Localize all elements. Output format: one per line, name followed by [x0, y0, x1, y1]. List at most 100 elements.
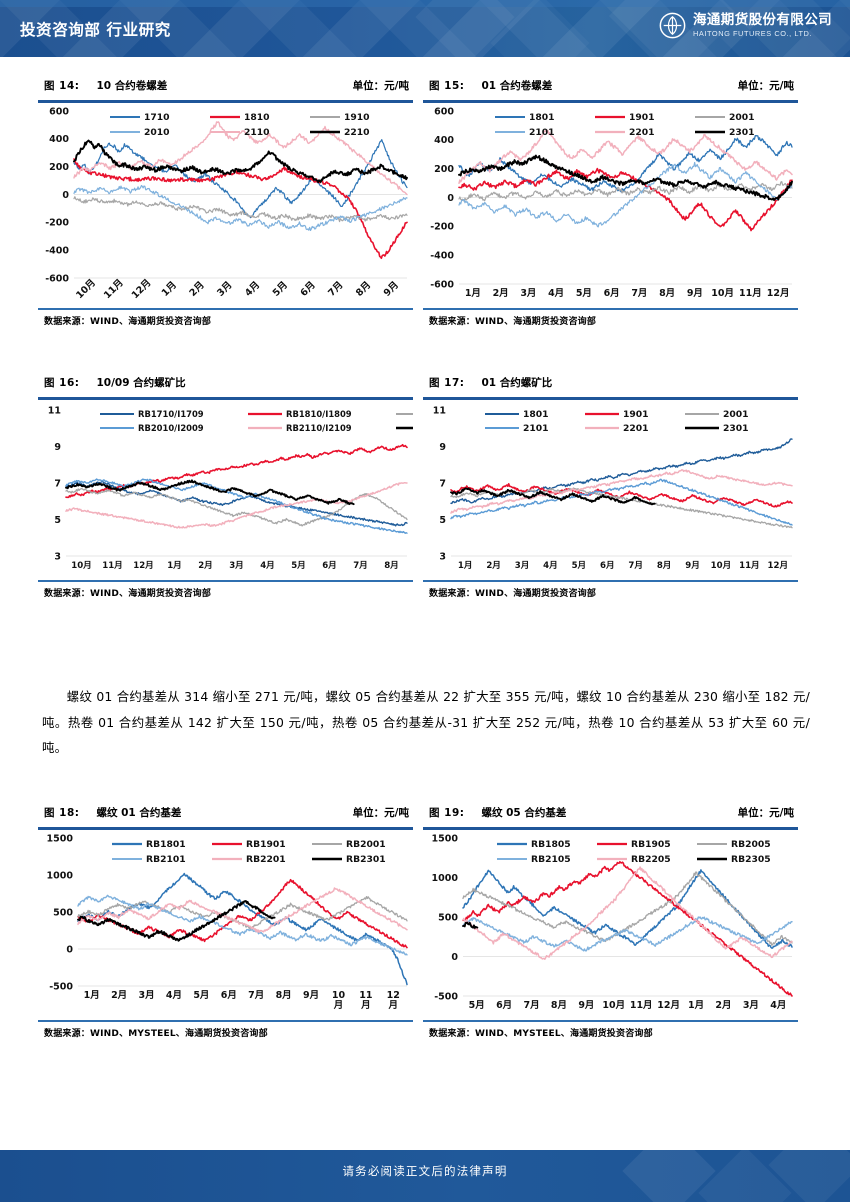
figure-unit: 单位：元/吨: [352, 807, 409, 819]
svg-text:2210: 2210: [344, 127, 370, 138]
svg-text:0: 0: [451, 951, 458, 962]
figure-16-header: 图 16: 10/09 合约螺矿比: [38, 375, 413, 395]
header-title: 投资咨询部 行业研究: [20, 21, 171, 39]
rule: [38, 397, 413, 400]
figure-unit: 单位：元/吨: [737, 807, 794, 819]
rule: [423, 827, 798, 830]
figure-15-chart: 600 400 200 0 -200 -400 -600 1月 2月 3月 4月 5月 6月 7月 8月 9月…: [423, 102, 798, 308]
svg-text:9月: 9月: [382, 279, 401, 298]
logo-text-en: HAITONG FUTURES CO., LTD.: [693, 29, 813, 39]
svg-text:12月: 12月: [657, 1000, 680, 1011]
svg-text:11: 11: [433, 405, 446, 416]
rule: [423, 397, 798, 400]
figure-19: 图 19: 螺纹 05 合约基差 单位：元/吨 1500 1000 500 0 -500…: [423, 805, 798, 1039]
svg-text:11: 11: [48, 405, 61, 416]
svg-text:4月: 4月: [243, 279, 262, 298]
svg-text:6月: 6月: [221, 990, 237, 1001]
figure-source: 数据来源：WIND、MYSTEEL、海通期货投资咨询部: [44, 1029, 268, 1039]
svg-text:3月: 3月: [520, 288, 536, 299]
figure-source: 数据来源：WIND、海通期货投资咨询部: [44, 317, 212, 327]
svg-text:2110: 2110: [244, 127, 270, 138]
svg-text:1500: 1500: [432, 833, 459, 844]
svg-text:6月: 6月: [299, 279, 318, 298]
svg-text:1801: 1801: [523, 409, 549, 420]
svg-text:500: 500: [438, 912, 458, 923]
svg-text:600: 600: [49, 106, 69, 117]
svg-text:-400: -400: [45, 245, 69, 256]
svg-text:-600: -600: [430, 279, 454, 290]
figure-17: 图 17: 01 合约螺矿比 11 9 7 5 3 1月 2月 3月 4月 5月 6月 7月 8月 9月 1…: [423, 375, 798, 599]
figure-source: 数据来源：WIND、海通期货投资咨询部: [44, 589, 212, 599]
svg-text:1月: 1月: [688, 1000, 704, 1011]
svg-text:10月: 10月: [74, 277, 98, 301]
svg-text:4月: 4月: [543, 560, 558, 571]
svg-text:2001: 2001: [723, 409, 749, 420]
svg-text:2月: 2月: [188, 279, 207, 298]
figure-title: 01 合约卷螺差: [481, 80, 553, 92]
svg-text:1710: 1710: [144, 112, 170, 123]
svg-text:3月: 3月: [229, 560, 244, 571]
svg-text:200: 200: [434, 164, 454, 175]
footer-disclaimer: 请务必阅读正文后的法律声明: [342, 1164, 508, 1178]
svg-text:3月: 3月: [515, 560, 530, 571]
svg-text:3月: 3月: [138, 990, 154, 1001]
svg-text:0: 0: [66, 944, 73, 955]
svg-text:11月: 11月: [630, 1000, 653, 1011]
svg-text:RB2005: RB2005: [731, 839, 771, 850]
svg-text:400: 400: [49, 134, 69, 145]
svg-text:0: 0: [447, 192, 454, 203]
company-logo: 海通期货股份有限公司 HAITONG FUTURES CO., LTD.: [659, 12, 832, 39]
svg-text:5: 5: [439, 514, 446, 525]
svg-text:1000: 1000: [432, 872, 459, 883]
svg-text:月: 月: [360, 1000, 371, 1011]
svg-text:8月: 8月: [551, 1000, 567, 1011]
figure-unit: 单位：元/吨: [352, 80, 409, 92]
svg-text:RB1801: RB1801: [146, 839, 186, 850]
svg-text:1500: 1500: [47, 833, 74, 844]
svg-text:9月: 9月: [578, 1000, 594, 1011]
figure-number: 图 14:: [44, 80, 80, 92]
figure-14-chart: 600 400 200 0 -200 -400 -600 10月 11月 12月 1月 2月 3月 4月 5…: [38, 102, 413, 308]
svg-text:-200: -200: [45, 217, 69, 228]
rule: [423, 100, 798, 103]
svg-text:2301: 2301: [729, 127, 755, 138]
svg-text:2月: 2月: [486, 560, 501, 571]
figure-15-header: 图 15: 01 合约卷螺差 单位：元/吨: [423, 78, 798, 98]
svg-text:5月: 5月: [469, 1000, 485, 1011]
svg-text:4月: 4月: [770, 1000, 786, 1011]
svg-text:8月: 8月: [659, 288, 675, 299]
svg-text:1月: 1月: [465, 288, 481, 299]
figure-title: 10/09 合约螺矿比: [96, 377, 186, 389]
figure-17-header: 图 17: 01 合约螺矿比: [423, 375, 798, 395]
svg-text:2010: 2010: [144, 127, 170, 138]
svg-text:12月: 12月: [768, 560, 789, 571]
figure-14-header: 图 14: 10 合约卷螺差 单位：元/吨: [38, 78, 413, 98]
svg-text:8月: 8月: [276, 990, 292, 1001]
figure-19-chart: 1500 1000 500 0 -500 5月 6月 7月 8月 9月 10月 11月 12月 1月 2月 3…: [423, 829, 798, 1020]
svg-text:RB2201: RB2201: [246, 854, 286, 865]
figure-number: 图 15:: [429, 80, 465, 92]
svg-text:-200: -200: [430, 221, 454, 232]
svg-text:7: 7: [439, 478, 446, 489]
svg-text:1000: 1000: [47, 870, 74, 881]
svg-text:9月: 9月: [687, 288, 703, 299]
svg-text:6月: 6月: [322, 560, 337, 571]
footer-top-line: [0, 1146, 850, 1150]
figure-source: 数据来源：WIND、MYSTEEL、海通期货投资咨询部: [429, 1029, 653, 1039]
svg-text:3: 3: [54, 551, 61, 562]
svg-text:12月: 12月: [133, 560, 154, 571]
rule: [38, 100, 413, 103]
svg-text:7: 7: [54, 478, 61, 489]
rule: [423, 579, 798, 582]
svg-text:2301: 2301: [723, 423, 749, 434]
svg-text:7月: 7月: [248, 990, 264, 1001]
svg-text:3: 3: [439, 551, 446, 562]
svg-text:10: 10: [332, 990, 346, 1001]
haitong-emblem-icon: [659, 12, 686, 39]
figure-18: 图 18: 螺纹 01 合约基差 单位：元/吨 1500 1000 500 0 -500…: [38, 805, 413, 1039]
figure-title: 螺纹 05 合约基差: [481, 807, 567, 819]
svg-text:11: 11: [359, 990, 372, 1001]
svg-text:10月: 10月: [602, 1000, 625, 1011]
svg-text:RB2205: RB2205: [631, 854, 671, 865]
svg-text:5月: 5月: [291, 560, 306, 571]
